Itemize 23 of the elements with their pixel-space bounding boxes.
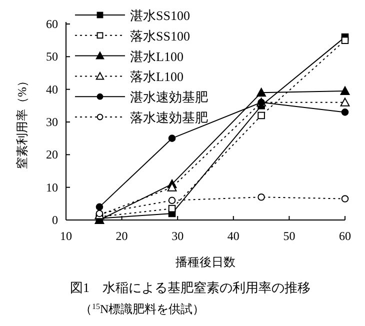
y-tick-label: 50: [46, 50, 58, 64]
legend-label: 落水L100: [130, 69, 184, 84]
x-tick-label: 30: [172, 229, 184, 243]
legend-label: 落水速効基肥: [130, 110, 208, 125]
legend-label: 湛水SS100: [130, 8, 190, 23]
x-tick-label: 60: [339, 229, 351, 243]
y-tick-label: 40: [46, 82, 58, 96]
text: （$^{15}$N標識肥料を供試）: [80, 302, 205, 316]
y-tick-label: 20: [46, 148, 58, 162]
x-tick-label: 20: [116, 229, 128, 243]
x-tick-label: 40: [227, 229, 240, 243]
y-axis-title: 窒素利用率（%）: [15, 75, 29, 169]
x-tick-label: 10: [60, 229, 72, 243]
y-tick-label: 60: [46, 17, 58, 31]
y-tick-label: 0: [52, 213, 58, 227]
text: 図1 水稲による基肥窒素の利用率の推移: [70, 280, 310, 295]
y-tick-label: 30: [46, 115, 58, 129]
legend-label: 湛水速効基肥: [130, 90, 208, 105]
legend-label: 落水SS100: [130, 28, 190, 44]
y-tick-label: 10: [46, 180, 58, 194]
x-axis-title: 播種後日数: [176, 255, 236, 269]
x-tick-label: 50: [283, 229, 296, 243]
legend-label: 湛水L100: [130, 48, 184, 64]
